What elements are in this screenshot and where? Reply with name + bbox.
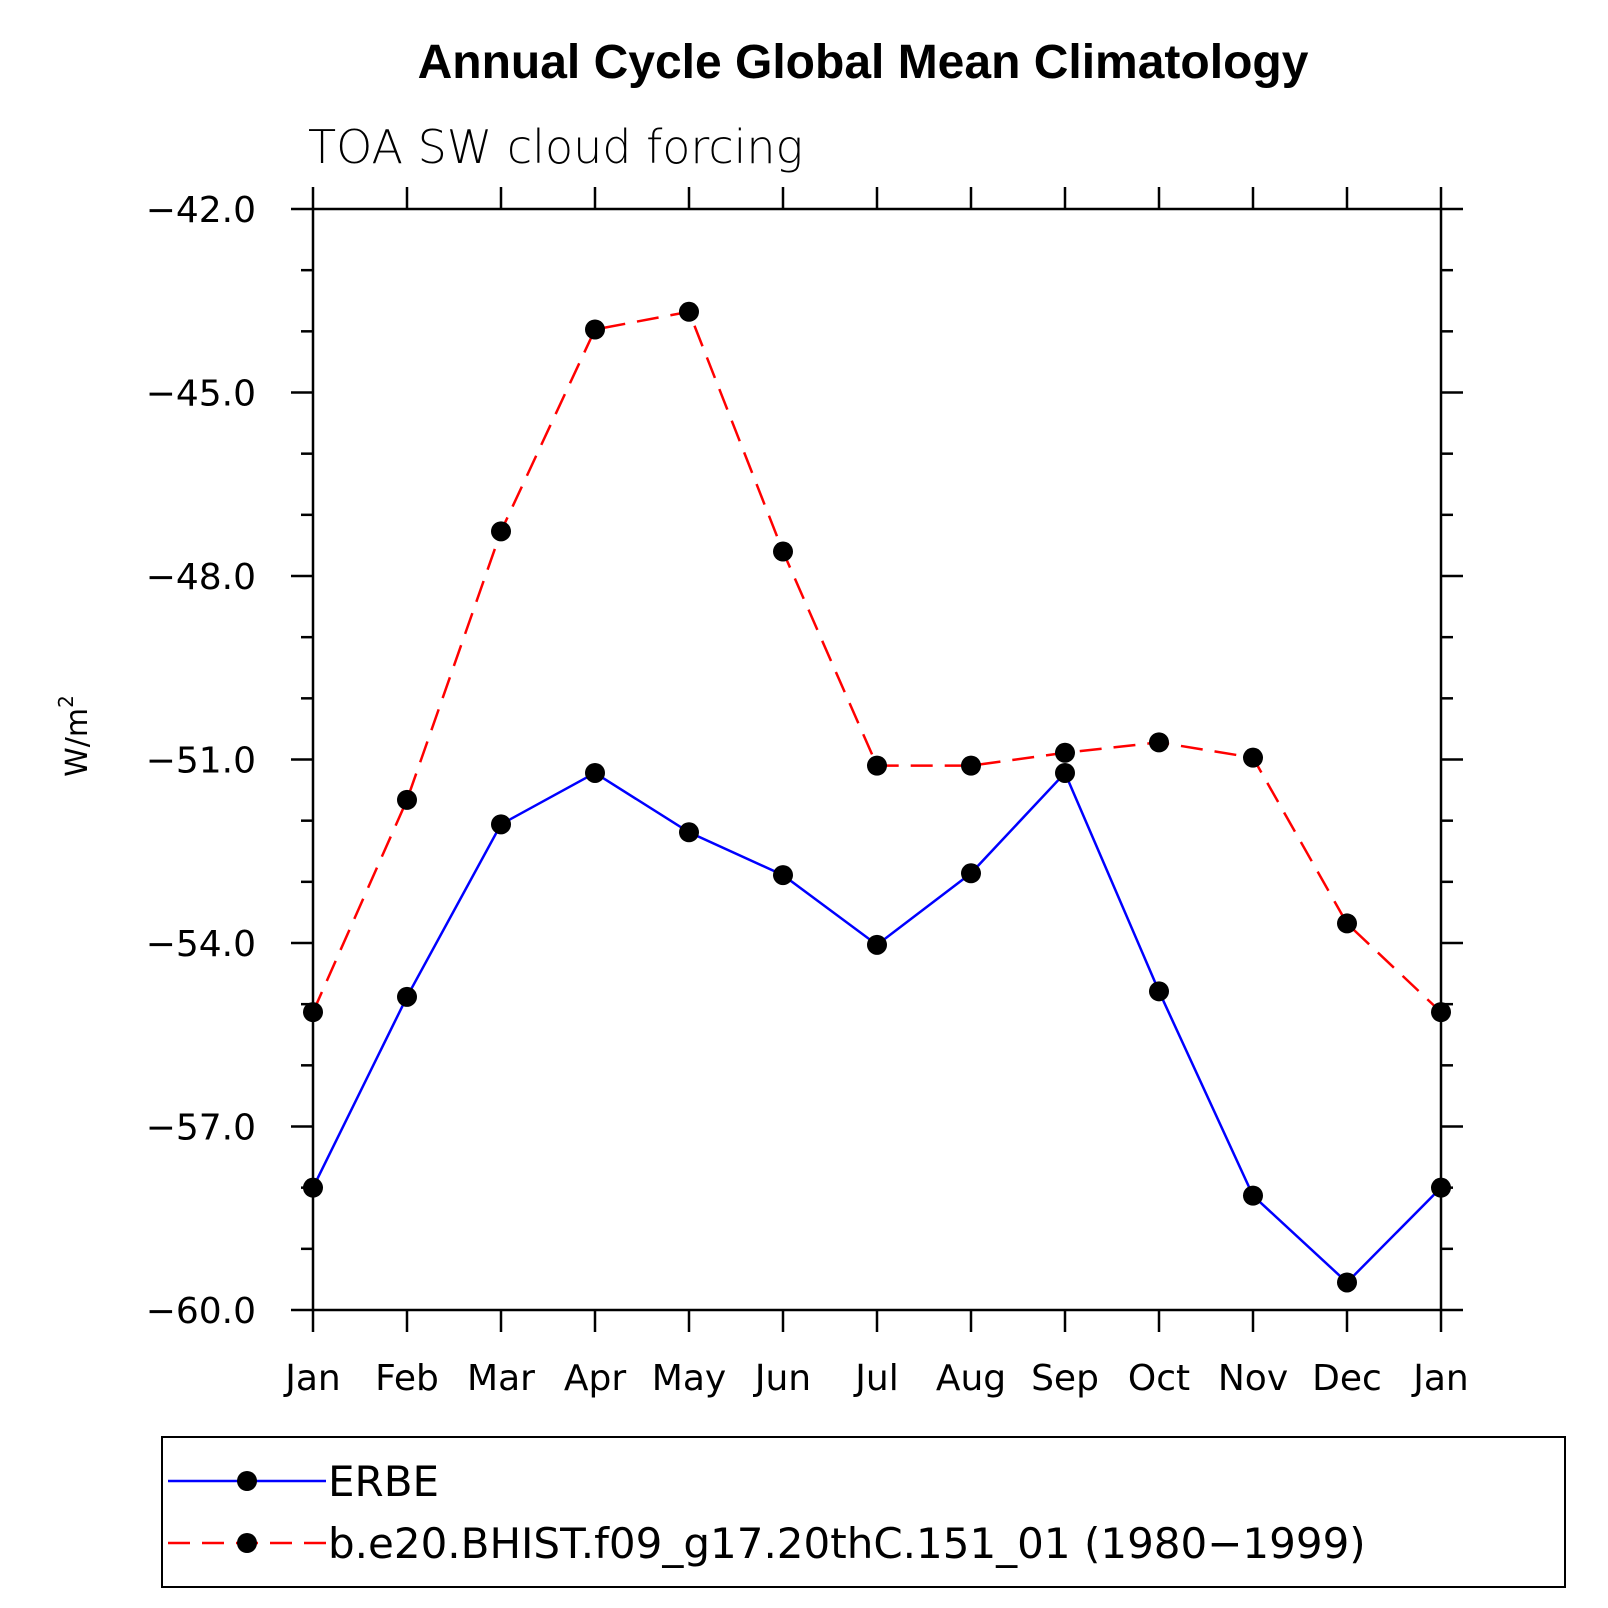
data-point-model xyxy=(397,789,417,810)
y-axis-label-superscript: 2 xyxy=(54,695,78,708)
legend-label-erbe: ERBE xyxy=(328,1457,439,1506)
x-tick-label: Sep xyxy=(1031,1358,1099,1399)
x-tick-label: Oct xyxy=(1128,1358,1190,1399)
data-point-erbe xyxy=(491,814,511,835)
legend-box xyxy=(161,1436,1566,1588)
data-point-erbe xyxy=(773,865,793,886)
svg-text:W/m2: W/m2 xyxy=(54,695,95,777)
x-tick-label: Jan xyxy=(283,1358,341,1399)
series-line-model xyxy=(311,310,1442,1014)
x-tick-labels: Jan Feb Mar Apr May Jun Jul Aug Sep Oct Nov Dec Jan xyxy=(283,1358,1469,1399)
series-markers xyxy=(303,301,1451,1293)
y-tick-label: −42.0 xyxy=(146,190,256,231)
y-tick-label: −60.0 xyxy=(146,1291,256,1332)
x-tick-label: Mar xyxy=(467,1358,535,1399)
data-point-model xyxy=(1431,1002,1451,1023)
x-tick-label: May xyxy=(652,1358,726,1399)
x-tick-label: Feb xyxy=(375,1358,439,1399)
x-tick-label: Jul xyxy=(853,1358,898,1399)
chart-title: Annual Cycle Global Mean Climatology xyxy=(418,36,1309,89)
x-tick-label: Dec xyxy=(1312,1358,1382,1399)
legend: ERBE b.e20.BHIST.f09_g17.20thC.151_01 (19… xyxy=(161,1436,1566,1588)
x-tick-label: Jun xyxy=(753,1358,811,1399)
data-point-model xyxy=(1055,742,1075,763)
y-tick-label: −57.0 xyxy=(146,1108,256,1149)
legend-label-model: b.e20.BHIST.f09_g17.20thC.151_01 (1980−1… xyxy=(328,1519,1366,1568)
data-point-model xyxy=(1243,747,1263,768)
data-point-erbe xyxy=(679,822,699,843)
data-point-erbe xyxy=(1337,1272,1357,1293)
y-tick-labels: −42.0 −45.0 −48.0 −51.0 −54.0 −57.0 −60.0 xyxy=(146,190,256,1332)
series-lines xyxy=(311,310,1442,1285)
y-axis-label-text: W/m xyxy=(60,708,95,777)
legend-marker-erbe xyxy=(237,1471,257,1491)
data-point-model xyxy=(1149,732,1169,753)
data-point-erbe xyxy=(961,863,981,884)
data-point-model xyxy=(773,541,793,562)
data-point-model xyxy=(961,755,981,776)
data-point-model xyxy=(1337,913,1357,934)
data-point-erbe xyxy=(1149,981,1169,1002)
data-point-erbe xyxy=(397,986,417,1007)
series-line-erbe xyxy=(311,770,1442,1285)
data-point-model xyxy=(867,755,887,776)
data-point-erbe xyxy=(1431,1177,1451,1198)
data-point-erbe xyxy=(303,1177,323,1198)
chart-subtitle: TOA SW cloud forcing xyxy=(308,120,803,174)
data-point-erbe xyxy=(867,934,887,955)
y-tick-label: −45.0 xyxy=(146,374,256,415)
x-tick-label: Aug xyxy=(936,1358,1006,1399)
legend-marker-model xyxy=(237,1533,257,1553)
y-axis-label: W/m2 xyxy=(54,695,95,777)
data-point-erbe xyxy=(1243,1185,1263,1206)
y-tick-label: −54.0 xyxy=(146,924,256,965)
y-tick-label: −51.0 xyxy=(146,741,256,782)
data-point-model xyxy=(303,1002,323,1023)
data-point-model xyxy=(585,319,605,340)
x-tick-label: Nov xyxy=(1218,1358,1288,1399)
data-point-model xyxy=(679,301,699,322)
x-tick-label: Jan xyxy=(1411,1358,1469,1399)
data-point-erbe xyxy=(1055,762,1075,783)
y-tick-label: −48.0 xyxy=(146,557,256,598)
x-tick-label: Apr xyxy=(564,1358,626,1399)
data-point-erbe xyxy=(585,762,605,783)
data-point-model xyxy=(491,521,511,542)
